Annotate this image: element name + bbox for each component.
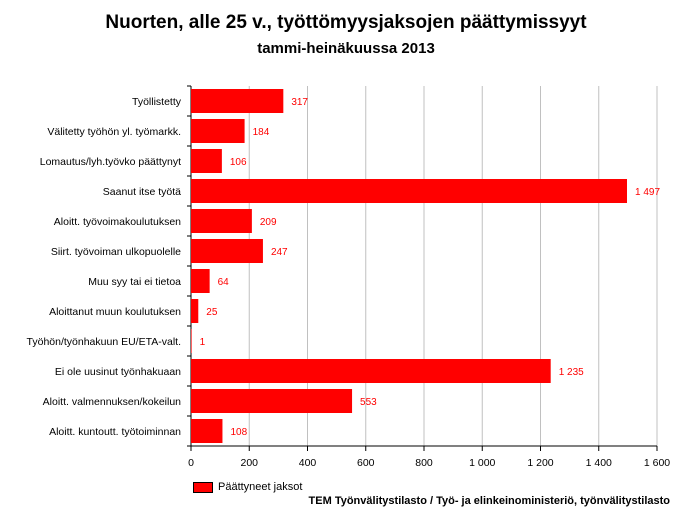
category-label: Ei ole uusinut työnhakuaan (55, 366, 181, 378)
legend-label: Päättyneet jaksot (218, 481, 303, 493)
legend: Päättyneet jaksot (193, 481, 302, 493)
data-label: 209 (260, 217, 277, 228)
data-label: 64 (218, 277, 230, 288)
category-label: Muu syy tai ei tietoa (88, 276, 181, 288)
data-label: 108 (230, 427, 247, 438)
bar (191, 119, 245, 143)
category-label: Aloitt. valmennuksen/kokeilun (43, 396, 181, 408)
bar (191, 329, 192, 353)
bar (191, 179, 628, 203)
data-label: 1 235 (559, 367, 584, 378)
x-tick-label: 1 000 (469, 457, 495, 469)
bar (191, 149, 222, 173)
x-tick-label: 1 600 (644, 457, 670, 469)
x-tick-label: 1 400 (586, 457, 612, 469)
data-label: 25 (206, 307, 218, 318)
data-label: 1 (200, 337, 206, 348)
bar (191, 389, 353, 413)
bar (191, 209, 252, 233)
category-label: Lomautus/lyh.työvko päättynyt (40, 156, 181, 168)
bar (191, 299, 199, 323)
legend-swatch (193, 481, 213, 493)
x-tick-label: 600 (357, 457, 375, 469)
x-tick-label: 800 (415, 457, 433, 469)
category-label: Välitetty työhön yl. työmarkk. (47, 126, 181, 138)
data-label: 106 (230, 157, 247, 168)
category-label: Aloittanut muun koulutuksen (49, 306, 181, 318)
category-label: Saanut itse työtä (103, 186, 181, 198)
x-tick-label: 400 (299, 457, 317, 469)
category-label: Siirt. työvoiman ulkopuolelle (51, 246, 181, 258)
data-label: 1 497 (635, 187, 660, 198)
data-label: 184 (253, 127, 270, 138)
bar (191, 269, 210, 293)
bar (191, 239, 263, 263)
x-tick-label: 200 (240, 457, 258, 469)
data-label: 317 (291, 97, 308, 108)
bar (191, 359, 551, 383)
chart-subtitle: tammi-heinäkuussa 2013 (257, 40, 435, 57)
category-label: Aloitt. kuntoutt. työtoiminnan (49, 426, 181, 438)
data-label: 247 (271, 247, 288, 258)
category-label: Työllistetty (132, 96, 182, 108)
category-label: Aloitt. työvoimakoulutuksen (54, 216, 181, 228)
category-label: Työhön/työnhakuun EU/ETA-valt. (27, 336, 181, 348)
bar (191, 89, 284, 113)
chart-title: Nuorten, alle 25 v., työttömyysjaksojen … (105, 12, 587, 33)
data-label: 553 (360, 397, 377, 408)
x-tick-label: 0 (188, 457, 194, 469)
x-tick-label: 1 200 (527, 457, 553, 469)
bar (191, 419, 223, 443)
source-note: TEM Työnvälitystilasto / Työ- ja elinkei… (308, 495, 670, 507)
